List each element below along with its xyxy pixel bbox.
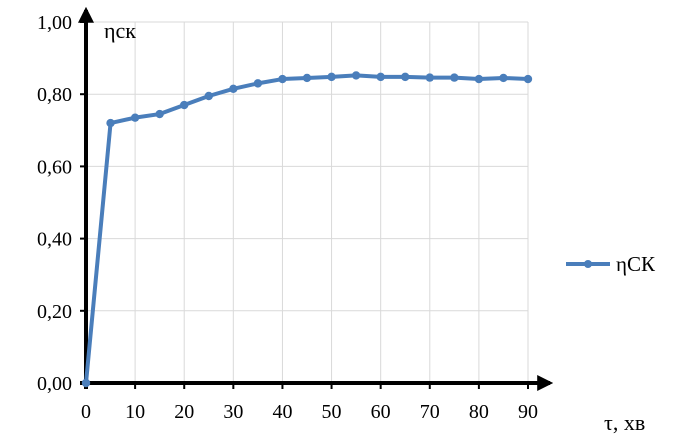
x-tick-label: 10 bbox=[125, 401, 145, 423]
legend-marker-swatch bbox=[584, 260, 592, 268]
data-point bbox=[130, 113, 140, 122]
x-tick-label: 30 bbox=[223, 401, 243, 423]
y-tick-label: 0,20 bbox=[37, 301, 72, 323]
data-point bbox=[81, 378, 91, 388]
y-tick-label: 0,00 bbox=[37, 373, 72, 395]
data-point bbox=[180, 100, 189, 110]
data-point bbox=[106, 118, 115, 128]
data-point bbox=[327, 72, 336, 82]
data-point bbox=[376, 72, 385, 82]
y-tick-label: 0,40 bbox=[37, 229, 72, 251]
data-point bbox=[229, 84, 238, 93]
x-tick-label: 70 bbox=[420, 401, 440, 423]
x-tick-label: 0 bbox=[81, 401, 91, 423]
data-point bbox=[401, 72, 410, 82]
axes bbox=[78, 6, 554, 391]
data-point bbox=[302, 73, 312, 83]
y-tick-label: 1,00 bbox=[37, 12, 72, 34]
x-tick-label: 40 bbox=[272, 401, 292, 423]
data-point bbox=[523, 74, 533, 84]
x-axis-label: τ, хв bbox=[604, 410, 645, 435]
legend-label: ηСК bbox=[616, 252, 656, 276]
data-point bbox=[450, 73, 459, 82]
y-axis-label: ηск bbox=[104, 18, 136, 43]
series-layer bbox=[81, 71, 533, 388]
series-line bbox=[84, 73, 529, 384]
data-point bbox=[204, 91, 213, 101]
data-point bbox=[499, 73, 508, 83]
y-tick-labels: 0,00 0,20 0,40 0,60 0,80 1,00 bbox=[37, 12, 86, 395]
x-tick-label: 90 bbox=[518, 401, 538, 423]
data-point bbox=[351, 71, 361, 80]
data-point bbox=[253, 79, 263, 88]
legend: ηСК bbox=[566, 252, 656, 276]
data-point bbox=[425, 73, 434, 82]
data-point bbox=[155, 109, 164, 119]
x-tick-labels: 0 10 20 30 40 50 60 70 80 90 bbox=[81, 383, 538, 423]
data-point bbox=[278, 74, 287, 84]
x-tick-label: 60 bbox=[371, 401, 391, 423]
grid-lines bbox=[86, 21, 529, 383]
x-tick-label: 80 bbox=[469, 401, 489, 423]
y-tick-label: 0,80 bbox=[37, 84, 72, 106]
data-point bbox=[474, 74, 484, 84]
y-tick-label: 0,60 bbox=[37, 156, 72, 178]
x-tick-label: 20 bbox=[174, 401, 194, 423]
x-tick-label: 50 bbox=[322, 401, 342, 423]
